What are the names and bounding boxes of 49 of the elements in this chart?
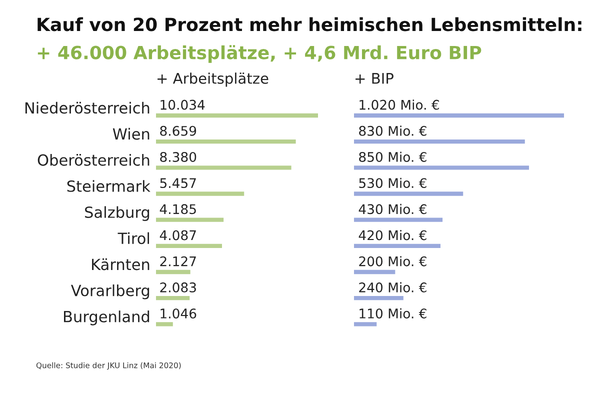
- bar: [354, 218, 443, 222]
- bar: [156, 192, 244, 196]
- data-label: 2.083: [160, 282, 196, 292]
- y-tick-label: Tirol: [118, 232, 150, 244]
- y-tick-label: Vorarlberg: [70, 284, 150, 300]
- data-label: 1.020 Mio. €: [360, 100, 439, 110]
- y-tick-label: Wien: [112, 128, 150, 140]
- y-tick-label: Salzburg: [85, 206, 150, 221]
- data-label: 200 Mio. €: [359, 256, 426, 266]
- data-label: 530 Mio. €: [359, 178, 426, 188]
- data-label: 430 Mio. €: [358, 204, 426, 214]
- data-label: 240 Mio. €: [359, 282, 426, 292]
- bar: [156, 166, 292, 170]
- x-axis-title: + BIP: [356, 73, 394, 84]
- data-label: 110 Mio. €: [360, 308, 426, 318]
- bar: [156, 139, 296, 144]
- bar: [354, 296, 404, 300]
- data-label: 4.087: [160, 230, 196, 240]
- y-tick-label: Steiermark: [67, 180, 150, 192]
- data-label: 4.185: [160, 204, 196, 214]
- data-label: 420 Mio. €: [358, 230, 426, 240]
- bar: [156, 322, 173, 326]
- y-tick-label: Oberösterreich: [38, 154, 150, 166]
- y-tick-label: Burgenland: [64, 310, 150, 326]
- chart-title: Kauf von 20 Prozent mehr heimischen Lebensmitteln:: [38, 17, 582, 32]
- bar: [354, 113, 564, 118]
- data-label: 5.457: [160, 178, 196, 188]
- chart-subtitle: + 46.000 Arbeitsplätze, + 4,6 Mrd. Euro BIP: [38, 45, 482, 63]
- data-label: 8.659: [160, 126, 196, 136]
- y-tick-label: Kärnten: [92, 258, 150, 270]
- x-axis-title: + Arbeitsplätze: [158, 72, 268, 87]
- data-label: 2.127: [160, 256, 196, 266]
- bar: [156, 270, 190, 274]
- bar: [156, 244, 222, 248]
- data-label: 10.034: [160, 100, 205, 110]
- bar: [354, 166, 529, 170]
- data-label: 850 Mio. €: [359, 152, 426, 162]
- bar: [156, 218, 224, 222]
- bar: [354, 270, 396, 274]
- data-label: 8.380: [160, 152, 196, 162]
- bar: [354, 244, 440, 248]
- bar: [354, 192, 464, 196]
- bar: [354, 322, 377, 326]
- bar: [156, 113, 318, 118]
- data-label: 1.046: [160, 308, 196, 318]
- data-label: 830 Mio. €: [359, 126, 426, 136]
- bar: [156, 296, 190, 300]
- bar: [354, 139, 525, 144]
- y-tick-label: Niederösterreich: [25, 102, 150, 114]
